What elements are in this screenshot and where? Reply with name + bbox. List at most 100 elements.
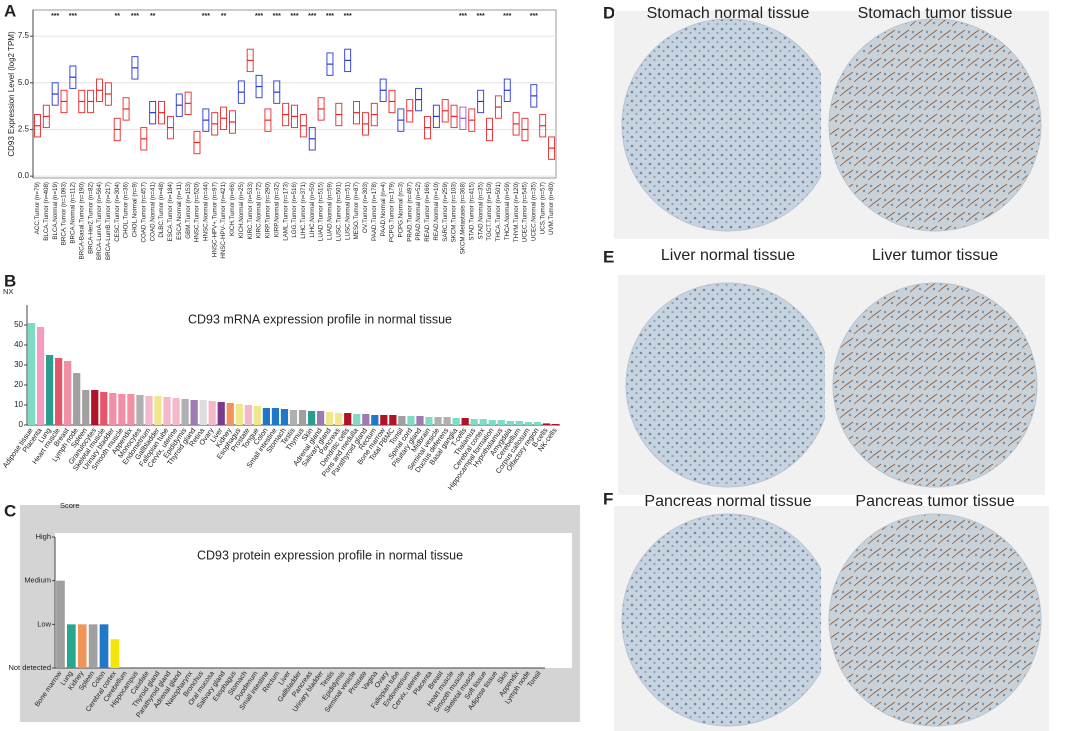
bar (452, 418, 460, 425)
x-tick-label: LUAD.Normal (n=59) (327, 182, 334, 240)
y-tick-label: Not detected (8, 663, 51, 672)
x-tick-label: BLCA.Tumor (n=408) (43, 182, 50, 241)
significance: *** (503, 13, 511, 20)
significance: *** (202, 13, 210, 20)
y-tick-label: 0 (19, 420, 24, 429)
bar (416, 416, 424, 425)
significance: *** (51, 13, 59, 20)
y-tick-label: 10 (14, 400, 23, 409)
x-tick-label: LIHC.Tumor (n=371) (300, 182, 307, 239)
image-title: Pancreas tumor tissue (855, 493, 1014, 510)
image-title: Liver normal tissue (661, 247, 795, 264)
x-tick-label: ESCA.Tumor (n=184) (167, 182, 174, 241)
x-tick-label: KICH.Normal (n=25) (238, 182, 245, 238)
bar (55, 358, 63, 425)
x-tick-label: PCPG.Tumor (n=179) (389, 182, 396, 242)
y-axis-label: Score (60, 501, 80, 510)
y-tick-label: 40 (14, 340, 23, 349)
bar (461, 418, 469, 425)
bar (199, 400, 207, 425)
bar (470, 419, 478, 425)
bar (244, 405, 252, 425)
tissue-image (832, 282, 1038, 488)
significance: *** (459, 13, 467, 20)
x-tick-label: THCA.Normal (n=59) (504, 182, 511, 240)
significance: *** (308, 13, 316, 20)
x-tick-label: READ.Tumor (n=166) (424, 182, 431, 242)
x-tick-label: HNSC.Normal (n=44) (202, 182, 209, 241)
x-tick-label: LUSC.Tumor (n=501) (335, 182, 342, 241)
bar (497, 420, 505, 425)
x-tick-label: PAAD.Tumor (n=178) (371, 182, 378, 241)
x-tick-label: STAD.Normal (n=35) (477, 182, 484, 239)
tissue-image (625, 282, 831, 488)
bar (326, 412, 334, 425)
x-tick-label: KIRP.Normal (n=32) (273, 182, 280, 237)
bar (88, 624, 98, 668)
y-tick-label: 7.5 (18, 31, 30, 40)
x-tick-label: UCEC.Normal (n=35) (530, 182, 537, 241)
bar (56, 580, 65, 668)
x-tick-label: PAAD.Normal (n=4) (380, 182, 387, 236)
x-tick-label: ESCA.Normal (n=11) (176, 182, 183, 240)
x-tick-label: BRCA-Her2.Tumor (n=82) (87, 182, 94, 254)
x-tick-label: CHOL.Normal (n=9) (132, 182, 139, 237)
x-tick-label: BLCA.Normal (n=19) (52, 182, 59, 240)
bar (226, 403, 234, 425)
bar (235, 404, 243, 425)
bar (488, 420, 496, 425)
image-title: Pancreas normal tissue (644, 493, 811, 510)
bar (145, 396, 153, 425)
x-tick-label: PRAD.Normal (n=52) (415, 182, 422, 241)
image-title: Stomach normal tissue (647, 5, 810, 22)
x-tick-label: SARC.Tumor (n=259) (442, 182, 449, 242)
bar (307, 411, 316, 425)
significance: *** (290, 13, 298, 20)
chart-title: CD93 mRNA expression profile in normal t… (188, 312, 452, 326)
bar (316, 411, 325, 425)
bar (551, 424, 560, 425)
x-tick-label: OV.Tumor (n=303) (362, 182, 369, 233)
panel-a-plot (32, 9, 557, 179)
bar (407, 416, 415, 425)
bar (100, 392, 108, 425)
bar (371, 415, 379, 425)
x-tick-label: BRCA-LumB.Tumor (n=217) (105, 182, 112, 260)
x-tick-label: PRAD.Tumor (n=497) (406, 182, 413, 242)
x-tick-label: LIHC.Normal (n=50) (309, 182, 316, 238)
bar (136, 395, 144, 425)
bar (515, 421, 523, 425)
significance: *** (131, 13, 139, 20)
panel-label: F (603, 489, 613, 508)
bar (353, 414, 361, 425)
bar (335, 413, 343, 425)
bar (479, 419, 487, 425)
bar (45, 355, 54, 425)
significance: *** (530, 13, 538, 20)
x-tick-label: CESC.Tumor (n=304) (114, 182, 121, 242)
significance: *** (477, 13, 485, 20)
x-tick-label: MESO.Tumor (n=87) (353, 182, 360, 239)
x-tick-label: COAD.Tumor (n=457) (140, 182, 147, 242)
x-tick-label: UVM.Tumor (n=80) (548, 182, 555, 235)
panel-label: B (4, 271, 16, 290)
bar (298, 410, 307, 425)
bar (262, 408, 271, 425)
image-title: Stomach tumor tissue (858, 5, 1013, 22)
bar (253, 406, 261, 425)
bar (118, 394, 126, 425)
chart-title: CD93 protein expression profile in norma… (197, 548, 463, 562)
bar (163, 397, 171, 425)
bar (434, 417, 442, 425)
tissue-image (621, 18, 835, 232)
panel-label: E (603, 247, 614, 266)
x-tick-label: ACC.Tumor (n=79) (34, 182, 41, 234)
panel-c-plot (55, 533, 572, 668)
bar (82, 390, 90, 425)
bar (190, 400, 198, 425)
significance: *** (344, 13, 352, 20)
bar (99, 624, 109, 668)
y-tick-label: High (36, 532, 51, 541)
bar (127, 394, 135, 425)
x-tick-label: STAD.Tumor (n=415) (468, 182, 475, 241)
